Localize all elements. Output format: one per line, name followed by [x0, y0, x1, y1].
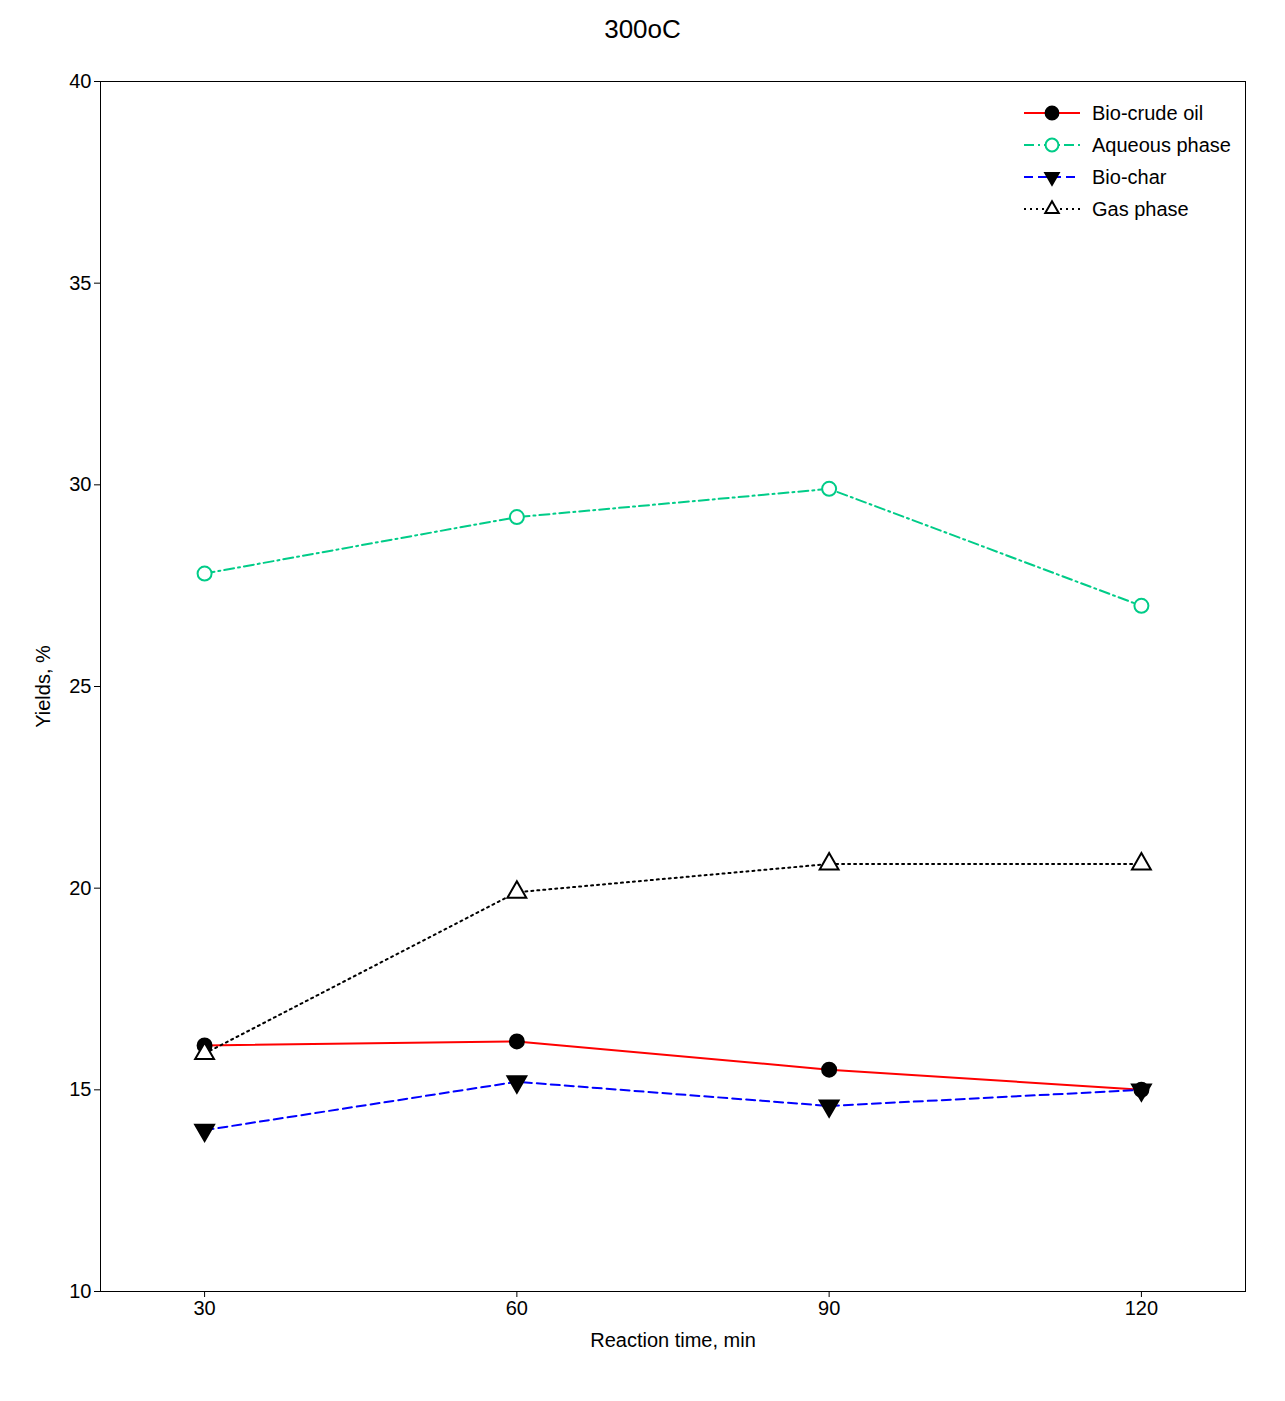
svg-text:30: 30	[69, 473, 91, 495]
svg-text:10: 10	[69, 1280, 91, 1302]
html-text:Bio-char: Bio-char	[1092, 165, 1167, 188]
svg-text:60: 60	[506, 1297, 528, 1319]
html-text:Bio-crude oil: Bio-crude oil	[1092, 101, 1204, 124]
svg-text:Yields, %: Yields, %	[32, 645, 54, 728]
html-text:Gas phase: Gas phase	[1092, 197, 1189, 220]
svg-text:35: 35	[69, 272, 91, 294]
svg-text:25: 25	[69, 675, 91, 697]
svg-text:15: 15	[69, 1078, 91, 1100]
svg-text:Reaction time, min: Reaction time, min	[590, 1329, 756, 1351]
svg-text:40: 40	[69, 70, 91, 92]
html-text:300oC: 300oC	[604, 14, 681, 44]
svg-text:30: 30	[193, 1297, 215, 1319]
svg-text:120: 120	[1125, 1297, 1158, 1319]
html-text:Aqueous phase: Aqueous phase	[1092, 133, 1231, 156]
svg-text:20: 20	[69, 877, 91, 899]
svg-text:90: 90	[818, 1297, 840, 1319]
